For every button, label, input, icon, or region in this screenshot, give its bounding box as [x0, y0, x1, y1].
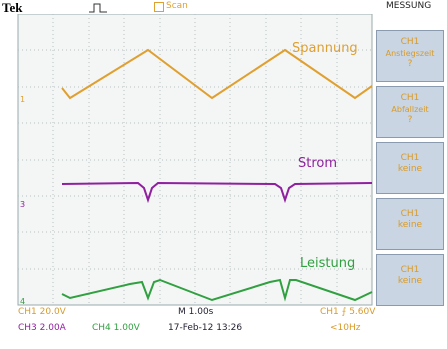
menu-channel: CH1	[377, 93, 443, 104]
ch1-scale: CH1 20.0V	[18, 307, 66, 317]
menu-channel: CH1	[377, 209, 443, 220]
menu-channel: CH1	[377, 37, 443, 48]
scan-mode: Scan	[166, 1, 188, 11]
menu-label: Anstiegszeit	[377, 48, 443, 59]
ch4-scale: CH4 1.00V	[92, 323, 140, 333]
channel-marker: 3	[20, 200, 25, 209]
menu-channel: CH1	[377, 265, 443, 276]
menu-title: MESSUNG	[386, 1, 431, 11]
menu-label: keine	[377, 276, 443, 287]
scan-checkbox	[154, 2, 164, 12]
trace-label: Strom	[298, 156, 337, 171]
menu-value: ?	[377, 59, 443, 70]
ch3-scale: CH3 2.00A	[18, 323, 66, 333]
timebase: M 1.00s	[178, 307, 213, 317]
trigger: CH1 ⨍ 5.60V	[320, 307, 375, 317]
channel-marker: 4	[20, 297, 25, 306]
frequency: <10Hz	[330, 323, 361, 333]
pulse-icon	[88, 3, 108, 13]
datetime: 17-Feb-12 13:26	[168, 323, 242, 333]
waveform-display: Spannung Strom Leistung 1 3 4	[0, 14, 374, 306]
channel-marker: 1	[20, 95, 25, 104]
menu-label: keine	[377, 164, 443, 175]
menu-value: ?	[377, 115, 443, 126]
menu-channel: CH1	[377, 153, 443, 164]
menu-label: Abfallzeit	[377, 104, 443, 115]
oscilloscope-screen: Tek Scan MESSUNG Spannung Strom Leistung…	[0, 0, 447, 349]
menu-label: keine	[377, 220, 443, 231]
trace-label: Leistung	[300, 256, 355, 271]
trace-label: Spannung	[292, 41, 358, 56]
